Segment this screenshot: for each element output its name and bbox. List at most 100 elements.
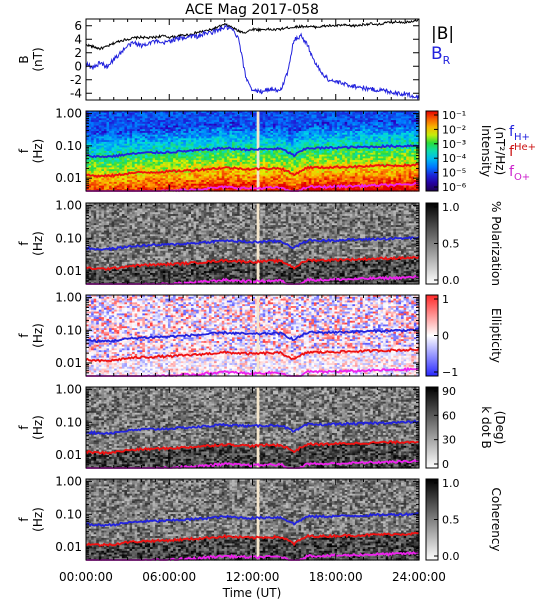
data-gap-band	[256, 111, 260, 191]
ellipticity-y-tick-label: 1.00	[55, 291, 82, 305]
gyrofrequency-line-f-he-	[85, 439, 420, 456]
chart-title: ACE Mag 2017-058	[185, 2, 319, 18]
time-ticks	[85, 111, 420, 191]
polarization-colorbar: 1.0 0.5 0.0 % Polarization	[425, 201, 503, 287]
k-dot-b-y-tick-label: 1.00	[55, 383, 82, 397]
intensity-y-label: f	[17, 148, 31, 153]
intensity-y-tick-label: 0.01	[55, 171, 82, 185]
intensity-colorbar-tick-label: 10⁻²	[442, 123, 466, 136]
legend-entry: |B|	[431, 24, 454, 44]
k-dot-b-y-tick-label: 0.10	[55, 415, 82, 429]
ellipticity-spectrogram-cells	[86, 295, 420, 377]
time-ticks	[85, 19, 420, 100]
polarization-colorbar-tick-label: 0.0	[442, 274, 460, 287]
coherency-colorbar: 1.0 0.5 0.0 Coherency	[425, 477, 503, 563]
b-field-y-tick-label: 6	[74, 19, 82, 33]
intensity-colorbar-tick-label: 10⁻⁵	[442, 167, 466, 180]
b-field-y-units: (nT)	[31, 47, 45, 71]
ellipticity-colorbar-label: Ellipticity	[489, 308, 503, 363]
x-tick-label: 18:00:00	[309, 570, 363, 584]
x-tick-label: 12:00:00	[226, 570, 280, 584]
coherency-colorbar-tick-label: 0.0	[442, 550, 460, 563]
panel-k-dot-b: 1.00 0.10 0.01 f (Hz) 90 60 30 0 k dot B (Deg)	[17, 383, 507, 471]
gyrofrequency-line-f-he-	[85, 347, 420, 363]
panel-coherency: 1.00 0.10 0.01 f (Hz) 1.0 0.5 0.0 Coherency	[17, 475, 503, 563]
panel-ellipticity: 1.00 0.10 0.01 f (Hz) 1 0 −1 Ellipticity	[17, 291, 503, 379]
gyrofrequency-line-f-h-	[85, 143, 420, 159]
panel-polarization: 1.00 0.10 0.01 f (Hz) 1.0 0.5 0.0 % Polarization	[17, 199, 503, 287]
k-dot-b-spectrogram-cells	[86, 387, 420, 469]
intensity-y-units: (Hz)	[31, 139, 45, 164]
polarization-colorbar-tick-label: 0.5	[442, 238, 460, 251]
k-dot-b-colorbar-tick-label: 90	[442, 385, 456, 398]
x-tick-label: 00:00:00	[59, 570, 113, 584]
k-dot-b-y-tick-label: 0.01	[55, 448, 82, 462]
intensity-colorbar-tick-label: 10⁻⁴	[442, 152, 467, 165]
ellipticity-colorbar-tick-label: 0	[442, 330, 449, 343]
polarization-spectrogram-cells	[86, 203, 420, 285]
time-axis: Time (UT) 00:00:00 06:00:00 12:00:00 18:00:…	[59, 570, 446, 600]
x-tick-label: 24:00:00	[392, 570, 446, 584]
intensity-colorbar: 10⁻¹10⁻² 10⁻³10⁻⁴ 10⁻⁵10⁻⁶ Intensity (nT²/Hz…	[425, 109, 507, 194]
b-field-legend: |B|BR	[431, 24, 454, 67]
ellipticity-y-tick-label: 0.10	[55, 323, 82, 337]
b-field-y-tick-label: -4	[70, 86, 82, 100]
k-dot-b-colorbar: 90 60 30 0 k dot B (Deg)	[425, 385, 507, 471]
x-tick-label: 06:00:00	[142, 570, 196, 584]
coherency-spectrogram-cells	[86, 479, 420, 561]
b-field-y-tick-label: 4	[74, 32, 82, 46]
data-gap-band	[256, 295, 260, 376]
b-field-y-tick-label: 0	[74, 59, 82, 73]
coherency-colorbar-tick-label: 1.0	[442, 477, 460, 490]
intensity-colorbar-units: (nT²/Hz)	[493, 127, 507, 175]
intensity-y-tick-label: 0.10	[55, 139, 82, 153]
polarization-y-units: (Hz)	[31, 231, 45, 256]
gyrofrequency-line-f-he-	[85, 162, 420, 179]
polarization-y-tick-label: 0.10	[55, 231, 82, 245]
intensity-colorbar-tick-label: 10⁻⁶	[442, 181, 467, 194]
k-dot-b-y-units: (Hz)	[31, 415, 45, 440]
b-field-y-label: B	[17, 55, 31, 63]
k-dot-b-colorbar-label: k dot B	[479, 406, 493, 448]
polarization-y-label: f	[17, 241, 31, 246]
ellipticity-y-tick-label: 0.01	[55, 356, 82, 370]
gyrofrequency-line-f-he-	[85, 255, 420, 271]
intensity-y-tick-label: 1.00	[55, 107, 82, 121]
data-gap-band	[256, 479, 260, 560]
k-dot-b-colorbar-tick-label: 0	[442, 458, 449, 471]
gyrofrequency-legend: fH+fHe+ fO+	[509, 124, 536, 183]
coherency-y-label: f	[17, 517, 31, 522]
legend-entry: BR	[431, 44, 451, 67]
ellipticity-y-label: f	[17, 333, 31, 338]
ellipticity-y-units: (Hz)	[31, 323, 45, 348]
coherency-y-tick-label: 0.01	[55, 540, 82, 554]
polarization-colorbar-label: % Polarization	[489, 201, 503, 286]
intensity-colorbar-tick-label: 10⁻¹	[442, 109, 466, 122]
gyrofrequency-line-f-h-	[85, 327, 420, 344]
b-field-y-tick-label: 2	[74, 46, 82, 60]
k-dot-b-colorbar-tick-label: 30	[442, 434, 456, 447]
gyrofrequency-line-f-h-	[85, 235, 420, 252]
coherency-y-axis: 1.00 0.10 0.01	[55, 475, 419, 558]
time-ticks	[85, 387, 420, 468]
coherency-colorbar-label: Coherency	[489, 487, 503, 551]
polarization-colorbar-tick-label: 1.0	[442, 201, 460, 214]
k-dot-b-y-label: f	[17, 425, 31, 430]
k-dot-b-colorbar-tick-label: 60	[442, 409, 456, 422]
intensity-y-axis: 1.00 0.10 0.01	[55, 107, 419, 189]
gyro-legend-he: fHe+	[509, 142, 536, 160]
b-field-y-tick-label: -2	[70, 73, 82, 87]
intensity-colorbar-tick-label: 10⁻³	[442, 138, 466, 151]
gyrofrequency-line-f-he-	[85, 531, 420, 548]
polarization-y-tick-label: 1.00	[55, 199, 82, 213]
coherency-colorbar-tick-label: 0.5	[442, 514, 460, 527]
time-ticks	[85, 203, 420, 284]
ellipticity-colorbar-tick-label: −1	[442, 366, 458, 379]
coherency-y-units: (Hz)	[31, 507, 45, 532]
polarization-y-tick-label: 0.01	[55, 264, 82, 278]
series-line-b-radial	[85, 24, 420, 101]
